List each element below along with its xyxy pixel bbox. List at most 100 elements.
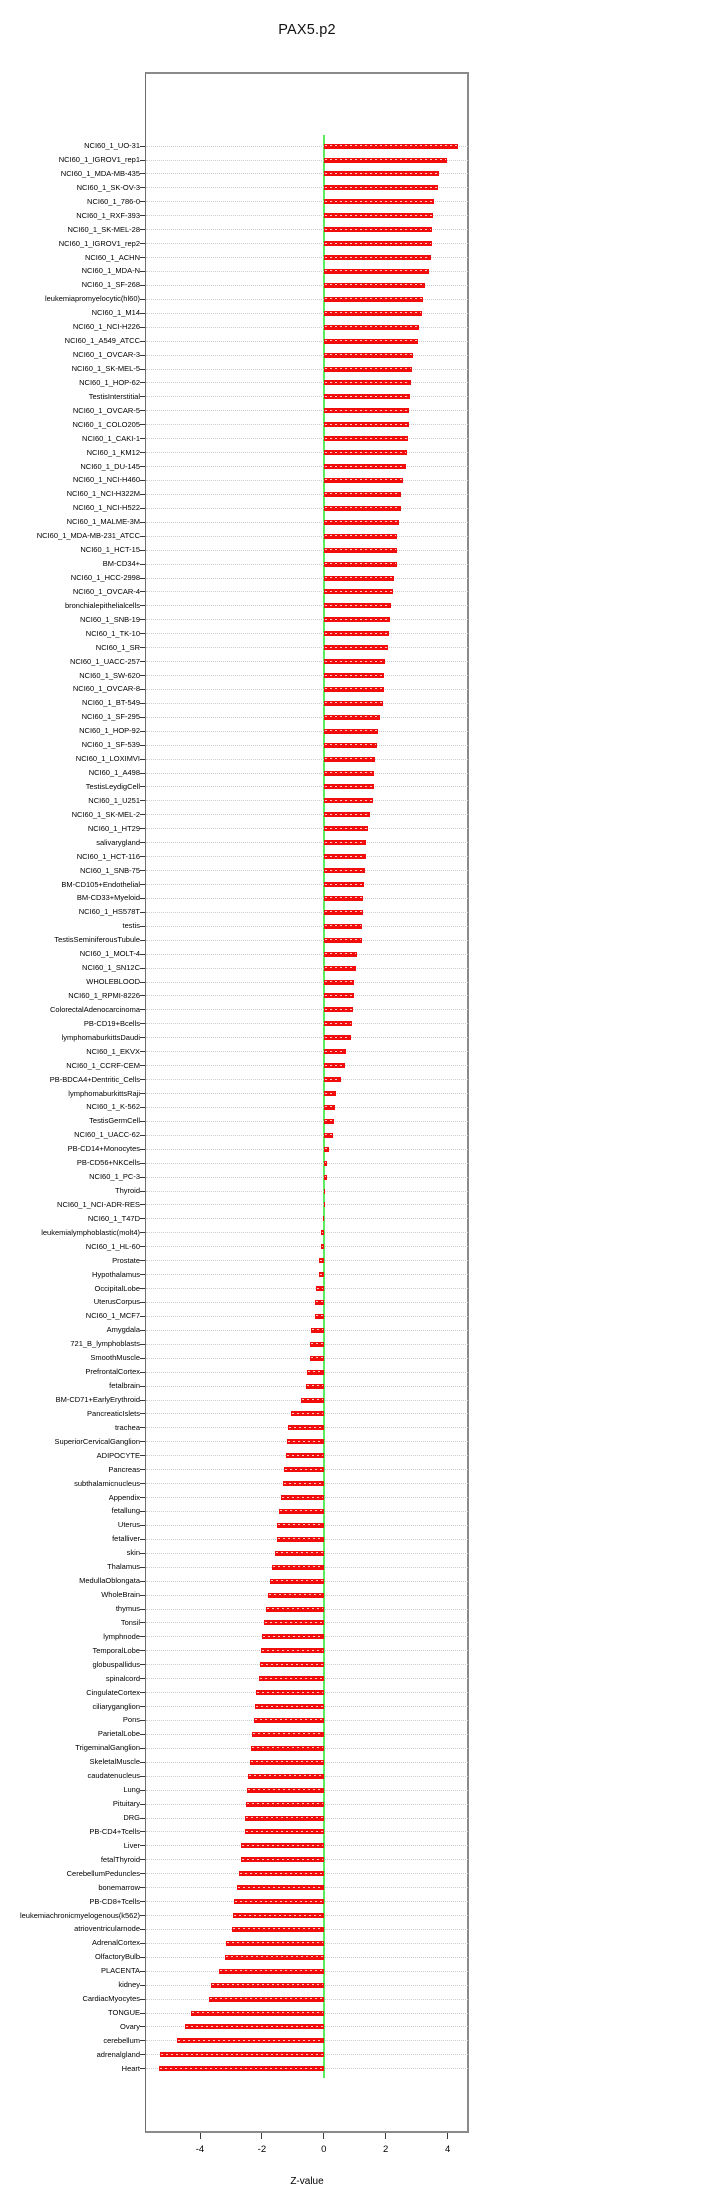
y-axis-tick xyxy=(140,856,145,858)
bar xyxy=(323,352,414,358)
bar-grid-dash xyxy=(324,827,367,829)
bar xyxy=(323,450,407,456)
bar-grid-dash xyxy=(241,1858,323,1860)
y-axis-tick xyxy=(140,1455,145,1457)
category-label: NCI60_1_NCI-H522 xyxy=(72,503,140,513)
category-label: NCI60_1_SF-539 xyxy=(81,740,140,750)
bar xyxy=(316,1286,324,1292)
y-axis-tick xyxy=(140,1678,145,1680)
bar xyxy=(323,380,412,386)
y-axis-tick xyxy=(140,1232,145,1234)
gridline xyxy=(146,270,468,272)
bar-grid-dash xyxy=(324,967,355,969)
y-axis-tick xyxy=(140,1761,145,1763)
y-axis-tick xyxy=(140,145,145,147)
bar xyxy=(261,1634,324,1640)
category-label: NCI60_1_HL-60 xyxy=(85,1241,140,1251)
bar-grid-dash xyxy=(277,1538,323,1540)
bar-grid-dash xyxy=(324,1148,329,1150)
gridline xyxy=(146,257,468,259)
bar xyxy=(236,1885,324,1891)
bar xyxy=(323,324,420,330)
y-axis-tick xyxy=(140,1204,145,1206)
bar xyxy=(323,645,389,651)
y-axis-tick xyxy=(140,1441,145,1443)
bar xyxy=(323,505,401,511)
y-axis-tick xyxy=(140,1552,145,1554)
bar xyxy=(159,2052,324,2058)
gridline xyxy=(146,159,468,161)
category-label: NCI60_1_ACHN xyxy=(84,252,140,262)
bar xyxy=(323,422,409,428)
gridline xyxy=(146,1315,468,1317)
category-label: Heart xyxy=(121,2063,140,2073)
bar-grid-dash xyxy=(324,172,439,174)
bar xyxy=(323,895,364,901)
y-axis-tick xyxy=(140,1859,145,1861)
bar-grid-dash xyxy=(324,632,388,634)
bar xyxy=(278,1508,324,1514)
bar xyxy=(323,631,389,637)
y-axis-tick xyxy=(140,1065,145,1067)
bar xyxy=(323,937,362,943)
gridline xyxy=(146,842,468,844)
gridline xyxy=(146,466,468,468)
bar-grid-dash xyxy=(324,618,390,620)
y-axis-tick xyxy=(140,1148,145,1150)
bar xyxy=(323,909,364,915)
y-axis-tick xyxy=(140,229,145,231)
bar xyxy=(323,659,386,665)
bar-grid-dash xyxy=(319,1273,323,1275)
y-axis-tick xyxy=(140,1134,145,1136)
bar xyxy=(323,1049,347,1055)
category-label: skin xyxy=(126,1548,140,1558)
gridline xyxy=(146,1009,468,1011)
category-label: PLACENTA xyxy=(100,1966,140,1976)
y-axis-tick xyxy=(140,340,145,342)
y-axis-tick xyxy=(140,2068,145,2070)
bar-grid-dash xyxy=(324,381,411,383)
gridline xyxy=(146,1162,468,1164)
bar-grid-dash xyxy=(324,1162,326,1164)
bar-grid-dash xyxy=(324,702,383,704)
y-axis-tick xyxy=(140,591,145,593)
bar xyxy=(286,1453,324,1459)
y-axis-tick xyxy=(140,1831,145,1833)
category-label: BM-CD33+Myeloid xyxy=(76,893,140,903)
bar-grid-dash xyxy=(324,897,363,899)
category-label: NCI60_1_NCI-H226 xyxy=(72,322,140,332)
bar xyxy=(323,882,365,888)
bar xyxy=(323,673,384,679)
bar xyxy=(314,1299,324,1305)
bar-grid-dash xyxy=(317,1287,323,1289)
bar xyxy=(158,2066,324,2072)
category-label: NCI60_1_NCI-ADR-RES xyxy=(57,1199,140,1209)
gridline xyxy=(146,995,468,997)
category-label: WholeBrain xyxy=(101,1590,140,1600)
bar-grid-dash xyxy=(324,326,419,328)
category-label: NCI60_1_LOXIMVI xyxy=(75,754,140,764)
bar-grid-dash xyxy=(292,1412,323,1414)
category-label: PrefrontalCortex xyxy=(85,1367,140,1377)
y-axis-tick xyxy=(140,1371,145,1373)
bar xyxy=(184,2024,324,2030)
bar xyxy=(323,979,355,985)
gridline xyxy=(146,340,468,342)
y-axis-tick xyxy=(140,507,145,509)
bar xyxy=(280,1495,324,1501)
category-label: NCI60_1_HOP-92 xyxy=(79,726,140,736)
y-axis-tick xyxy=(140,1023,145,1025)
bar-grid-dash xyxy=(324,200,434,202)
gridline xyxy=(146,981,468,983)
bar xyxy=(323,157,447,163)
bar xyxy=(323,1104,335,1110)
bar-grid-dash xyxy=(324,214,433,216)
bar xyxy=(323,714,380,720)
y-axis-tick xyxy=(140,1329,145,1331)
category-label: Pancreas xyxy=(108,1464,140,1474)
bar xyxy=(323,1174,327,1180)
gridline xyxy=(146,661,468,663)
category-label: NCI60_1_PC-3 xyxy=(89,1172,140,1182)
y-axis-tick xyxy=(140,2026,145,2028)
bar-grid-dash xyxy=(324,423,408,425)
